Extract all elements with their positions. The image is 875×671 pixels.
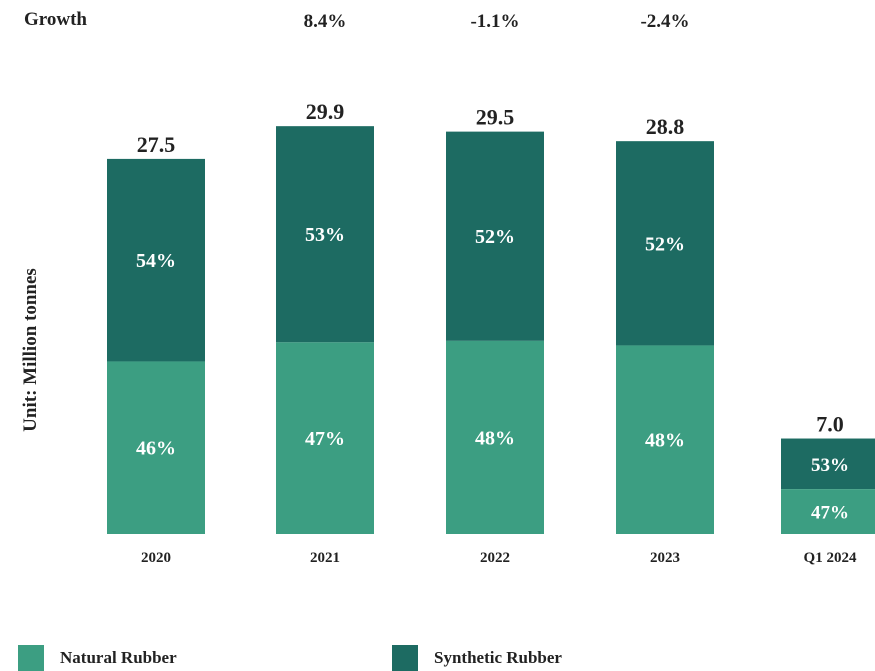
bar-natural-1 [276, 342, 374, 534]
bar-synthetic-4 [781, 438, 875, 490]
label-synthetic-1: 53% [305, 224, 345, 246]
bar-natural-4 [781, 489, 875, 534]
label-natural-1: 47% [305, 428, 345, 450]
growth-value-2: -1.1% [470, 11, 519, 32]
total-label-4: 7.0 [816, 412, 844, 437]
bar-synthetic-0 [107, 158, 205, 362]
category-label-3: 2023 [650, 550, 680, 566]
legend-label-synthetic: Synthetic Rubber [434, 648, 562, 667]
legend-swatch-synthetic [392, 645, 418, 671]
stacked-bar-chart: 54% 46% 27.5 2020 53% 47% 29.9 2021 8.4% 52% 48% 29… [20, 11, 875, 566]
legend-label-natural: Natural Rubber [60, 648, 177, 667]
label-synthetic-3: 52% [645, 233, 685, 255]
bar-synthetic-1 [276, 126, 374, 343]
total-label-1: 29.9 [306, 99, 345, 124]
label-synthetic-4: 53% [811, 455, 849, 476]
bar-synthetic-2 [446, 131, 544, 341]
legend-item-natural: Natural Rubber [18, 645, 177, 671]
label-natural-0: 46% [136, 438, 176, 460]
total-label-0: 27.5 [137, 132, 176, 157]
label-synthetic-0: 54% [136, 250, 176, 272]
y-axis-label: Unit: Million tonnes [20, 268, 41, 432]
label-natural-4: 47% [811, 503, 849, 524]
total-label-2: 29.5 [476, 105, 515, 130]
legend-item-synthetic: Synthetic Rubber [392, 645, 562, 671]
category-label-1: 2021 [310, 550, 340, 566]
label-natural-3: 48% [645, 430, 685, 452]
category-label-4: Q1 2024 [804, 550, 857, 566]
label-natural-2: 48% [475, 427, 515, 449]
growth-value-3: -2.4% [640, 11, 689, 32]
label-synthetic-2: 52% [475, 226, 515, 248]
category-label-0: 2020 [141, 550, 171, 566]
growth-value-1: 8.4% [304, 11, 347, 32]
bar-natural-0 [107, 361, 205, 534]
bar-natural-2 [446, 340, 544, 534]
total-label-3: 28.8 [646, 114, 685, 139]
bar-synthetic-3 [616, 141, 714, 346]
category-label-2: 2022 [480, 550, 510, 566]
bar-natural-3 [616, 345, 714, 534]
legend-swatch-natural [18, 645, 44, 671]
growth-label: Growth [24, 9, 87, 30]
